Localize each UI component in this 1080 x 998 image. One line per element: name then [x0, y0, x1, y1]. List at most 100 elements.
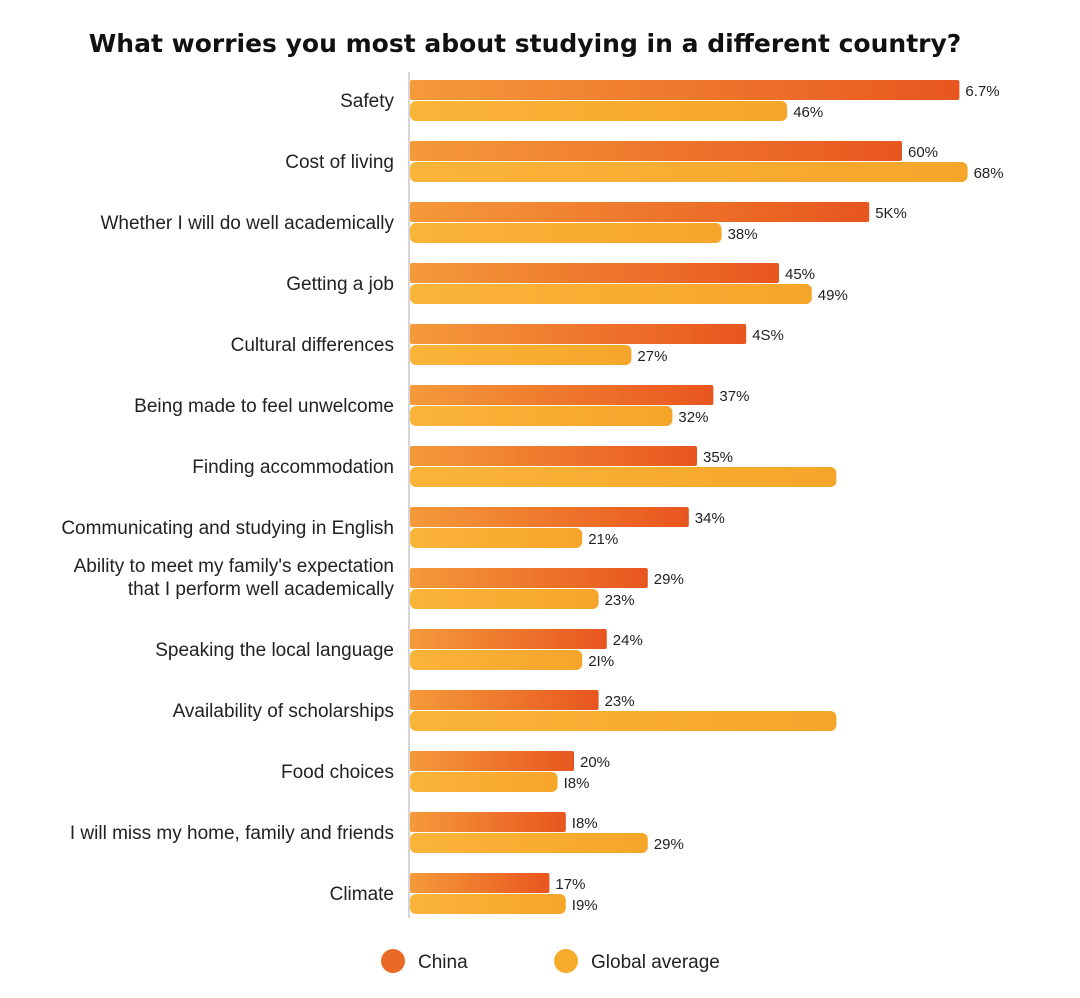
bar-group: Whether I will do well academically 5K% 38… [100, 202, 907, 243]
bar-group: Climate 17% I9% [330, 873, 598, 914]
bar-china [410, 141, 902, 161]
bar-china [410, 202, 870, 222]
bar-group: Getting a job 45%49% [286, 263, 848, 304]
value-label-china: 34% [695, 510, 725, 527]
value-label-china: 45% [785, 266, 815, 283]
category-label: Speaking the local language [155, 640, 394, 661]
bar-group: Availability of scholarships 23% [173, 690, 837, 731]
category-label-line: Availability of scholarships [173, 701, 394, 722]
bar-global-average [410, 284, 812, 304]
bar-china [410, 629, 607, 649]
bar-china [410, 568, 648, 588]
category-label-line: Whether I will do well academically [100, 213, 394, 234]
value-label-china: 29% [654, 571, 684, 588]
bar-china [410, 690, 599, 710]
category-label-line: Cost of living [285, 152, 394, 173]
value-label-global-average: 21% [588, 531, 618, 548]
bar-global-average [410, 345, 632, 365]
value-label-china: 24% [613, 632, 643, 649]
bar-group: Finding accommodation 35% [192, 446, 837, 487]
value-label-global-average: 49% [818, 287, 848, 304]
bar-group: Safety 6.7% 46% [340, 80, 1000, 121]
value-label-china: 17% [555, 876, 585, 893]
value-label-global-average: I8% [564, 775, 590, 792]
legend-marker-global-average [554, 949, 578, 973]
category-label-line: Being made to feel unwelcome [134, 396, 394, 417]
category-label: Communicating and studying in English [61, 518, 394, 539]
value-label-global-average: 46% [793, 104, 823, 121]
bar-group: I will miss my home, family and friends I… [70, 812, 684, 853]
category-label: Ability to meet my family's expectation t… [74, 556, 395, 600]
bar-china [410, 751, 574, 771]
legend-label-china: China [418, 952, 468, 973]
category-label-line: Speaking the local language [155, 640, 394, 661]
category-label: Finding accommodation [192, 457, 394, 478]
bar-global-average [410, 528, 583, 548]
bar-group: Cultural differences 4S% 27% [231, 324, 784, 365]
legend: China Global average [381, 949, 720, 973]
bar-china [410, 507, 689, 527]
bar-group: Being made to feel unwelcome 37% 32% [134, 385, 749, 426]
category-label-line: Safety [340, 91, 394, 112]
value-label-china: 20% [580, 754, 610, 771]
value-label-china: 35% [703, 449, 733, 466]
value-label-china: 23% [605, 693, 635, 710]
value-label-china: 60% [908, 144, 938, 161]
bar-group: Cost of living 60% 68% [285, 141, 1004, 182]
bar-china [410, 324, 747, 344]
bar-global-average [410, 467, 837, 487]
value-label-global-average: I9% [572, 897, 598, 914]
bar-china [410, 385, 714, 405]
bar-global-average [410, 162, 968, 182]
value-label-global-average: 32% [678, 409, 708, 426]
legend-label-global-average: Global average [591, 952, 720, 973]
bar-global-average [410, 711, 837, 731]
category-label: Food choices [281, 762, 394, 783]
bar-global-average [410, 101, 788, 121]
bar-global-average [410, 772, 558, 792]
value-label-china: 5K% [875, 205, 907, 222]
bar-global-average [410, 894, 566, 914]
value-label-global-average: 23% [605, 592, 635, 609]
chart-title: What worries you most about studying in … [89, 29, 962, 58]
bar-global-average [410, 406, 673, 426]
category-label-line: Ability to meet my family's expectation [74, 556, 394, 577]
category-label: Being made to feel unwelcome [134, 396, 394, 417]
category-label-line: that I perform well academically [128, 579, 395, 600]
category-label-line: I will miss my home, family and friends [70, 823, 394, 844]
bar-global-average [410, 223, 722, 243]
bar-group: Food choices 20% I8% [281, 751, 610, 792]
bar-group: Ability to meet my family's expectation t… [74, 556, 684, 609]
category-label-line: Finding accommodation [192, 457, 394, 478]
category-label-line: Cultural differences [231, 335, 394, 356]
value-label-global-average: 27% [637, 348, 667, 365]
bar-china [410, 812, 566, 832]
category-label: Whether I will do well academically [100, 213, 394, 234]
legend-marker-china [381, 949, 405, 973]
bar-global-average [410, 650, 583, 670]
value-label-global-average: 38% [728, 226, 758, 243]
category-label: Availability of scholarships [173, 701, 394, 722]
value-label-china: 6.7% [965, 83, 999, 100]
category-label-line: Climate [330, 884, 394, 905]
category-label: Safety [340, 91, 394, 112]
category-label: Climate [330, 884, 394, 905]
bar-china [410, 873, 550, 893]
category-label: Cultural differences [231, 335, 394, 356]
bar-global-average [410, 833, 648, 853]
category-label: Getting a job [286, 274, 394, 295]
category-label: Cost of living [285, 152, 394, 173]
bar-global-average [410, 589, 599, 609]
value-label-china: 4S% [752, 327, 784, 344]
category-label-line: Communicating and studying in English [61, 518, 394, 539]
bar-china [410, 263, 779, 283]
bar-group: Communicating and studying in English 34%… [61, 507, 725, 548]
value-label-china: I8% [572, 815, 598, 832]
category-label-line: Food choices [281, 762, 394, 783]
bar-group: Speaking the local language 24% 2I% [155, 629, 643, 670]
value-label-global-average: 2I% [588, 653, 614, 670]
category-label: I will miss my home, family and friends [70, 823, 394, 844]
bar-china [410, 446, 697, 466]
bar-china [410, 80, 960, 100]
